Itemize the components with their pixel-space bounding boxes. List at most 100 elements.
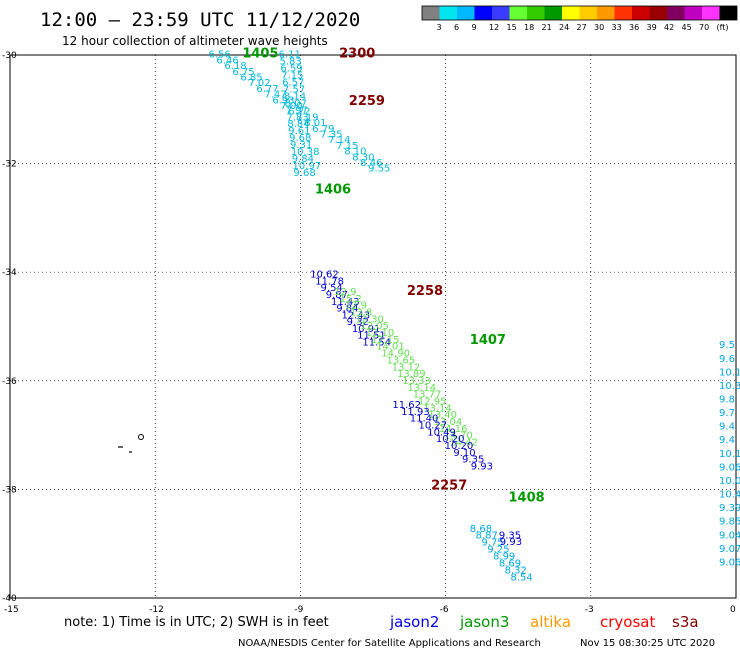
wave-height-value: 9.54 xyxy=(321,283,343,294)
colorbar-label: 70 xyxy=(699,23,709,32)
wave-height-value: 6.57 xyxy=(282,78,304,89)
wave-height-value: 9.10 xyxy=(453,448,475,459)
wave-height-value: 12.43 xyxy=(341,310,370,321)
pass-time-label: 2258 xyxy=(407,284,443,299)
colorbar-swatch xyxy=(562,6,580,20)
wave-height-value: 9.61 xyxy=(288,126,310,137)
wave-height-value: 8.10 xyxy=(344,147,366,158)
wave-height-value: 13.14 xyxy=(423,403,452,414)
satellite-name: altika xyxy=(530,613,571,631)
colorbar-label: 21 xyxy=(542,23,552,32)
wave-height-value: 7.83 xyxy=(286,112,308,123)
wave-height-value: 9.35 xyxy=(499,530,521,541)
wave-height-value: 8.46 xyxy=(360,158,382,169)
wave-height-value: 6.11 xyxy=(279,50,301,61)
track-f: 8.688.879.759.258.998.698.328.54 xyxy=(470,524,533,584)
x-tick-label: 0 xyxy=(730,605,736,615)
pass-time-label: 2300 xyxy=(339,47,375,62)
wave-height-value: 6.77 xyxy=(256,84,278,95)
track-c: 10.6211.789.549.8711.439.8412.439.3210.9… xyxy=(310,270,391,349)
colorbar-swatch xyxy=(684,6,702,20)
x-tick-label: -15 xyxy=(4,605,19,615)
colorbar-swatch xyxy=(544,6,562,20)
wave-height-value: 13.40 xyxy=(428,410,457,421)
wave-height-value: 14.42 xyxy=(449,438,478,449)
wave-height-value: 11.40 xyxy=(410,414,439,425)
y-tick-label: -36 xyxy=(2,377,17,387)
wave-height-value: 12.05 xyxy=(360,321,389,332)
colorbar-swatch xyxy=(422,6,440,20)
wave-height-value: 8.87 xyxy=(476,531,498,542)
wave-height-value: 6.72 xyxy=(288,107,310,118)
wave-height-value: 13.14 xyxy=(407,383,436,394)
wave-height-value: 9.75 xyxy=(481,538,503,549)
y-tick-label: -38 xyxy=(2,485,17,495)
wave-height-value: 9.32 xyxy=(347,317,369,328)
wave-height-value: 9.31 xyxy=(290,140,312,151)
wave-height-value: 10.91 xyxy=(352,324,381,335)
wave-height-value: 11.54 xyxy=(362,338,391,349)
wave-height-value: 9.4 xyxy=(719,435,735,446)
wave-height-value: 13.8 xyxy=(350,308,372,319)
wave-height-value: 9.06 xyxy=(719,462,740,473)
track-h: 9.5 9.6 10.1 10.3 9.8 9.7 9.4 9.4 10.1 9.06 10.08 1… xyxy=(719,340,740,568)
wave-height-value: 11.93 xyxy=(401,407,430,418)
pass-time-label: 2257 xyxy=(431,478,467,493)
wave-height-value: 9.84 xyxy=(292,154,314,165)
wave-height-value: 9.06 xyxy=(719,557,740,568)
wave-height-value: 10.1 xyxy=(719,367,740,378)
wave-height-value: 10.20 xyxy=(436,434,465,445)
wave-height-value: 6.56 xyxy=(208,50,230,61)
axis-ticks: -15 -12 -9 -6 -3 0-30-32-34-36-38-40 xyxy=(2,51,736,615)
colorbar-swatch xyxy=(702,6,720,20)
wave-height-value: 9.87 xyxy=(326,290,348,301)
wave-height-value: 8.68 xyxy=(470,524,492,535)
wave-height-value: 10.3 xyxy=(719,381,740,392)
wave-height-value: 11.51 xyxy=(357,331,386,342)
pass-time-label: 1406 xyxy=(315,182,351,197)
wave-height-value: 9.55 xyxy=(368,164,390,175)
grid-lines xyxy=(10,55,736,598)
track-d: 12.915.212.913.812.3012.0512.1012.1514.0… xyxy=(334,287,478,449)
wave-height-value: 9.84 xyxy=(336,304,358,315)
wave-height-value: 9.93 xyxy=(471,462,493,473)
wave-height-value: 6.59 xyxy=(280,64,302,75)
wave-height-value: 7.57 xyxy=(283,84,305,95)
wave-height-value: 10.62 xyxy=(310,270,339,281)
colorbar-label: 9 xyxy=(472,23,477,32)
colorbar-swatch xyxy=(719,6,737,20)
note-text: note: 1) Time is in UTC; 2) SWH is in fe… xyxy=(64,615,329,630)
wave-height-value: 9.35 xyxy=(462,455,484,466)
colorbar-swatch xyxy=(579,6,597,20)
satellite-legend: jason2 jason3 altika cryosat s3a xyxy=(389,613,699,631)
wave-height-value: 9.68 xyxy=(293,168,315,179)
colorbar-label: (ft) xyxy=(717,23,729,32)
wave-height-value: 9.25 xyxy=(487,545,509,556)
wave-height-value: 6.46 xyxy=(216,55,238,66)
wave-height-value: 9.6 xyxy=(719,354,735,365)
y-tick-label: -30 xyxy=(2,51,17,61)
wave-height-value: 8.01 xyxy=(304,118,326,129)
wave-height-value: 6.85 xyxy=(240,73,262,84)
colorbar-label: 36 xyxy=(629,23,639,32)
wave-height-value: 14.90 xyxy=(381,349,410,360)
wave-height-value: 11.43 xyxy=(331,297,360,308)
colorbar-label: 15 xyxy=(507,23,517,32)
x-tick-label: -9 xyxy=(294,605,303,615)
y-tick-label: -34 xyxy=(2,268,17,278)
wave-height-value: 9.04 xyxy=(719,530,740,541)
footer-timestamp: Nov 15 08:30:25 UTC 2020 xyxy=(580,638,715,649)
wave-height-value: 7.35 xyxy=(320,130,342,141)
wave-height-value: 9.39 xyxy=(719,503,740,514)
pass-time-label: 1407 xyxy=(470,333,506,348)
altimeter-tracks: 6.566.466.186.756.857.026.777.476.937.00… xyxy=(208,50,740,584)
wave-height-value: 9.7 xyxy=(719,408,735,419)
colorbar-swatch xyxy=(439,6,457,20)
wave-height-value: 9.93 xyxy=(500,537,522,548)
wave-height-value: 5.83 xyxy=(279,57,301,68)
colorbar-label: 39 xyxy=(647,23,657,32)
colorbar-border xyxy=(421,5,738,21)
colorbar-swatch xyxy=(614,6,632,20)
wave-height-value: 7.15 xyxy=(336,141,358,152)
